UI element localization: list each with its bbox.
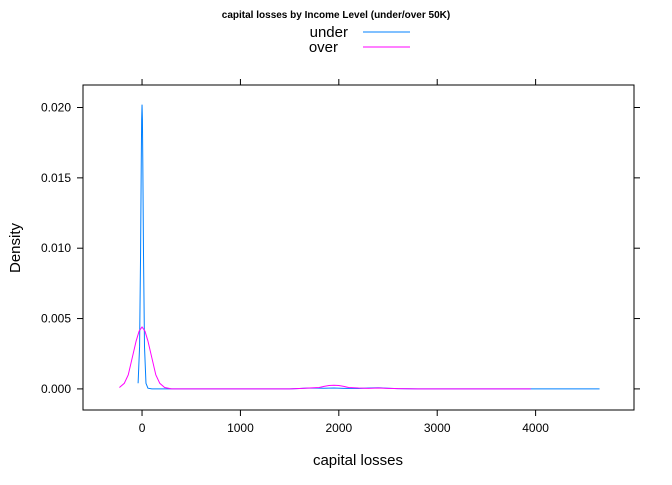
y-axis-title: Density (7, 222, 24, 273)
x-tick-label-0: 0 (139, 421, 146, 435)
legend-label-under: under (310, 24, 348, 41)
legend: under over (309, 24, 410, 56)
x-axis-title: capital losses (313, 452, 403, 469)
chart-title: capital losses by Income Level (under/ov… (222, 10, 450, 21)
axes: 0 1000 2000 3000 4000 0.000 0.005 0.010 0.015 0.0… (41, 79, 640, 435)
series-line-under (137, 104, 600, 390)
y-tick-label-2: 0.010 (41, 241, 71, 255)
x-tick-label-4: 4000 (522, 421, 549, 435)
y-tick-label-4: 0.020 (41, 101, 71, 115)
y-tick-label-0: 0.000 (41, 382, 71, 396)
legend-label-over: over (309, 39, 338, 56)
y-tick-label-3: 0.015 (41, 171, 71, 185)
y-tick-label-1: 0.005 (41, 312, 71, 326)
x-tick-label-2: 2000 (325, 421, 352, 435)
series-layer (119, 104, 600, 390)
series-line-over (119, 326, 531, 390)
x-tick-label-1: 1000 (227, 421, 254, 435)
x-tick-label-3: 3000 (424, 421, 451, 435)
plot-frame (82, 84, 635, 411)
